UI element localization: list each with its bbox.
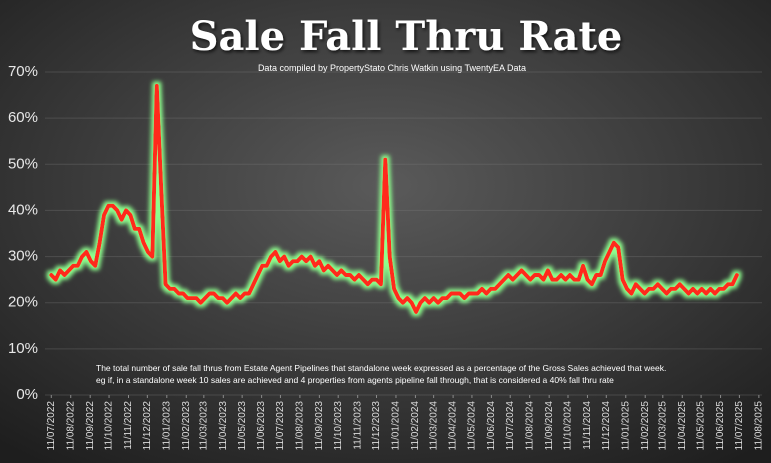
x-tick-label: 11/01/2024 <box>391 401 402 451</box>
x-tick-label: 11/07/2025 <box>734 401 745 451</box>
x-tick-label: 11/08/2022 <box>65 401 76 451</box>
data-line <box>49 83 739 314</box>
x-tick-label: 11/05/2025 <box>696 401 707 451</box>
x-tick-label: 11/10/2023 <box>333 401 344 451</box>
y-tick-label: 70% <box>8 63 38 80</box>
x-tick-label: 11/01/2023 <box>161 401 172 451</box>
x-tick-label: 11/09/2022 <box>85 401 96 451</box>
x-tick-label: 11/12/2024 <box>601 401 612 451</box>
x-tick-label: 11/04/2023 <box>218 401 229 451</box>
x-tick-label: 11/02/2024 <box>410 401 421 451</box>
y-tick-label: 50% <box>8 155 38 172</box>
annotation: eg if, in a standalone week 10 sales are… <box>96 375 614 385</box>
y-tick-label: 20% <box>8 294 38 311</box>
x-tick-label: 11/09/2023 <box>314 401 325 451</box>
x-tick-label: 11/11/2024 <box>582 401 593 450</box>
x-tick-label: 11/11/2022 <box>123 401 134 450</box>
x-tick-label: 11/02/2025 <box>640 401 651 451</box>
x-tick-label: 11/05/2024 <box>467 401 478 451</box>
y-tick-label: 40% <box>8 201 38 218</box>
x-tick-label: 11/05/2023 <box>237 401 248 451</box>
chart-title: Sale Fall Thru Rate <box>190 13 623 60</box>
x-tick-label: 11/03/2025 <box>657 401 668 451</box>
x-tick-label: 11/11/2023 <box>352 401 363 450</box>
x-tick-label: 11/06/2023 <box>256 401 267 451</box>
x-tick-label: 11/03/2024 <box>428 401 439 451</box>
y-tick-label: 30% <box>8 248 38 265</box>
x-tick-label: 11/08/2025 <box>754 401 765 451</box>
x-tick-label: 11/06/2025 <box>715 401 726 451</box>
x-tick-label: 11/06/2024 <box>486 401 497 451</box>
x-tick-label: 11/07/2022 <box>46 401 57 451</box>
x-tick-label: 11/12/2022 <box>142 401 153 451</box>
annotation: The total number of sale fall thrus from… <box>96 363 666 373</box>
x-tick-label: 11/07/2023 <box>275 401 286 451</box>
x-tick-label: 11/08/2023 <box>295 401 306 451</box>
chart-subtitle: Data compiled by PropertyStato Chris Wat… <box>258 63 526 73</box>
y-tick-label: 60% <box>8 109 38 126</box>
y-tick-label: 10% <box>8 340 38 357</box>
x-tick-label: 11/04/2025 <box>677 401 688 451</box>
x-tick-label: 11/03/2023 <box>198 401 209 451</box>
x-tick-label: 11/10/2022 <box>104 401 115 451</box>
x-tick-label: 11/12/2023 <box>371 401 382 451</box>
x-tick-label: 11/09/2024 <box>544 401 555 451</box>
x-tick-label: 11/04/2024 <box>448 401 459 451</box>
y-tick-label: 0% <box>16 386 38 403</box>
x-tick-label: 11/07/2024 <box>505 401 516 451</box>
x-tick-label: 11/01/2025 <box>620 401 631 451</box>
x-tick-label: 11/02/2023 <box>181 401 192 451</box>
x-tick-label: 11/08/2024 <box>524 401 535 451</box>
x-tick-label: 11/10/2024 <box>563 401 574 451</box>
